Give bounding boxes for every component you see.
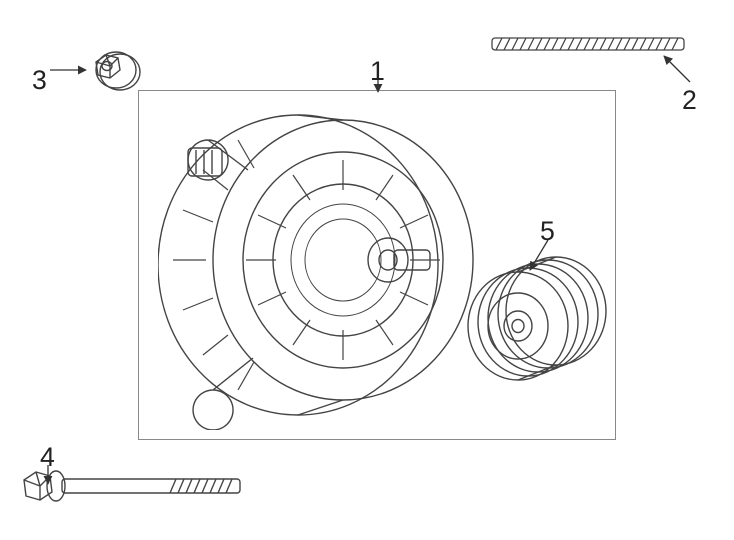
callout-label-4: 4	[40, 442, 55, 473]
callout-label-1: 1	[370, 56, 385, 87]
callout-label-5: 5	[540, 216, 555, 247]
diagram-canvas: 1 2 3 4 5	[0, 0, 734, 540]
leader-2	[664, 56, 690, 82]
callout-label-2: 2	[682, 85, 697, 116]
callout-leaders	[0, 0, 734, 540]
callout-label-3: 3	[32, 65, 47, 96]
